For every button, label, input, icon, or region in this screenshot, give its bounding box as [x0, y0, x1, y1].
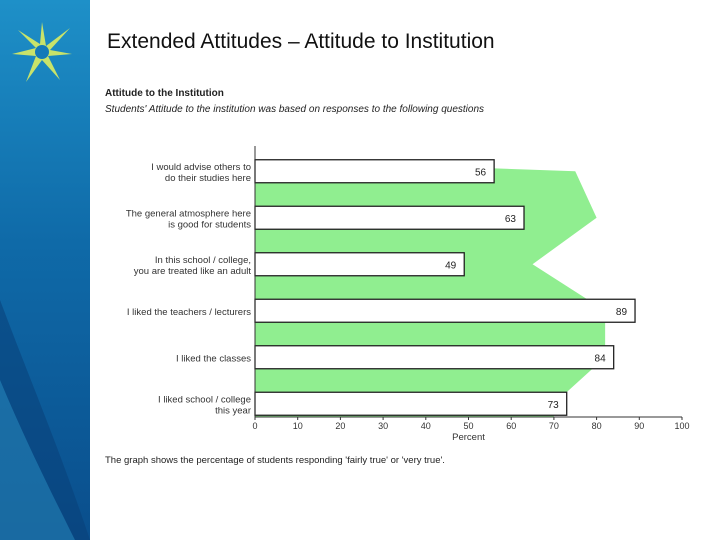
- category-label: I would advise others to: [151, 162, 251, 173]
- bar-value-label: 73: [548, 400, 560, 411]
- star-burst-logo-icon: [12, 22, 72, 82]
- category-label: this year: [215, 405, 251, 416]
- slide-title: Extended Attitudes – Attitude to Institu…: [107, 30, 495, 53]
- sidebar-panel: [0, 0, 90, 540]
- category-label: do their studies here: [165, 173, 251, 184]
- x-tick-label: 100: [674, 421, 689, 431]
- category-label: In this school / college,: [155, 255, 251, 266]
- x-tick-label: 70: [549, 421, 559, 431]
- category-label: I liked school / college: [158, 394, 251, 405]
- bar: [254, 345, 615, 370]
- x-tick-label: 40: [421, 421, 431, 431]
- x-tick-label: 50: [463, 421, 473, 431]
- x-tick-label: 80: [592, 421, 602, 431]
- category-label: I liked the classes: [176, 353, 251, 364]
- x-tick-label: 60: [506, 421, 516, 431]
- bar-value-label: 63: [505, 214, 517, 225]
- chart-title: Attitude to the Institution: [105, 88, 224, 99]
- bar: [254, 298, 636, 323]
- bar: [254, 391, 568, 416]
- bar-value-label: 56: [475, 167, 487, 178]
- bar: [254, 252, 465, 277]
- category-label: I liked the teachers / lecturers: [127, 307, 251, 318]
- chart-footnote: The graph shows the percentage of studen…: [105, 455, 445, 466]
- bar: [254, 205, 525, 230]
- chart-subtitle: Students' Attitude to the institution wa…: [105, 104, 484, 115]
- x-tick-label: 10: [293, 421, 303, 431]
- x-tick-label: 90: [634, 421, 644, 431]
- x-axis-title: Percent: [452, 432, 485, 443]
- bar-value-label: 89: [616, 307, 628, 318]
- x-tick-label: 0: [252, 421, 257, 431]
- bar-value-label: 49: [445, 260, 457, 271]
- sidebar-curve-decoration: [0, 300, 90, 540]
- category-label: you are treated like an adult: [134, 266, 252, 277]
- category-label: The general atmosphere here: [126, 208, 251, 219]
- x-tick-label: 20: [335, 421, 345, 431]
- bar: [254, 159, 495, 184]
- x-tick-label: 30: [378, 421, 388, 431]
- background-band: [255, 160, 606, 417]
- category-label: is good for students: [168, 219, 251, 230]
- bar-value-label: 84: [595, 353, 607, 364]
